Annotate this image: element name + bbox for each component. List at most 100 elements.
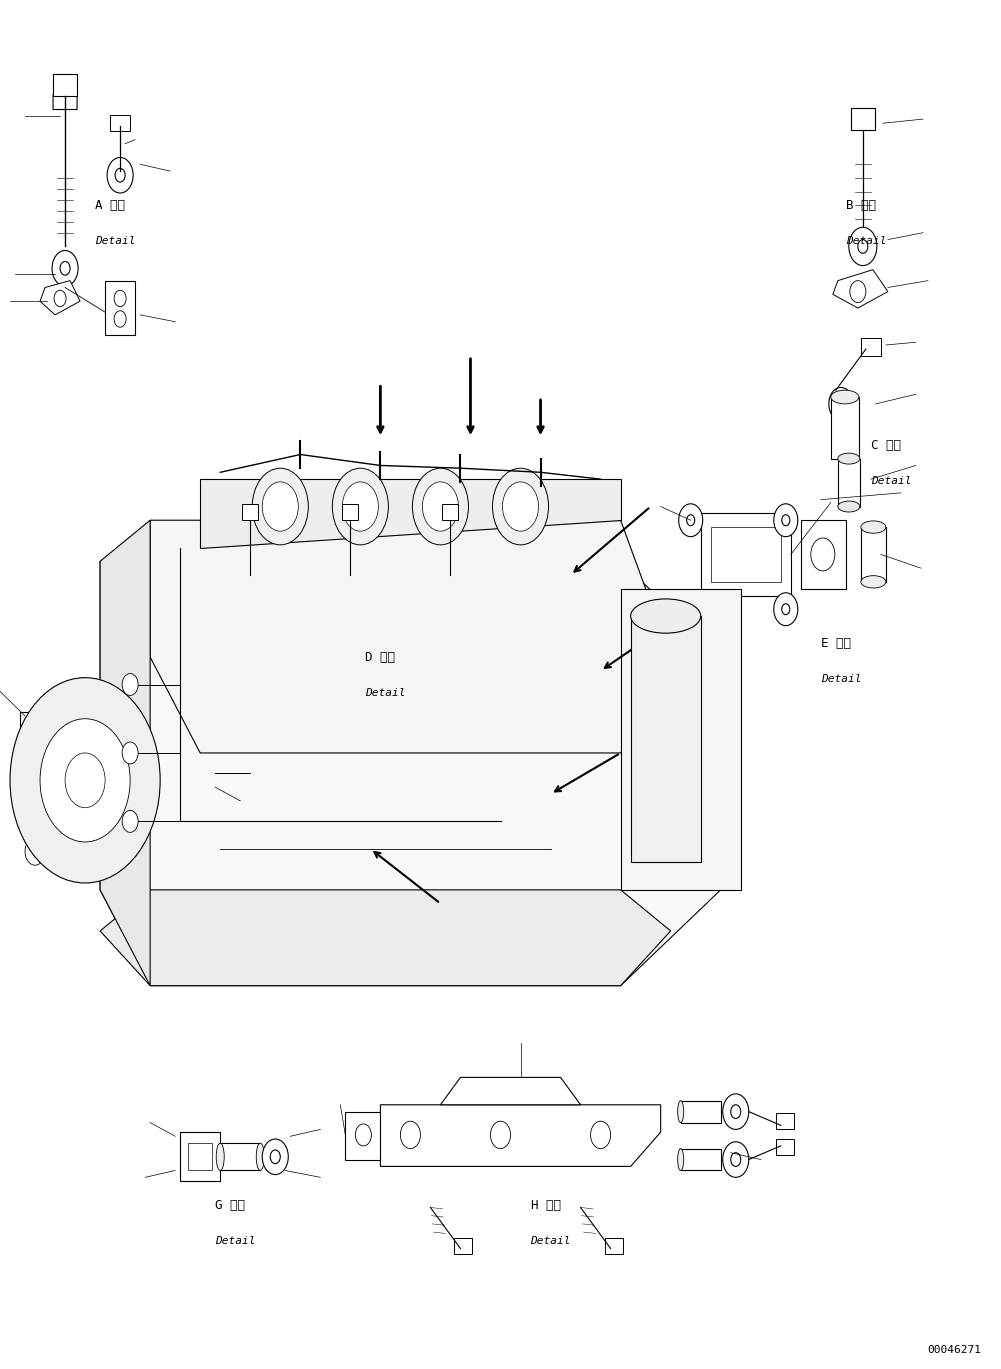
Circle shape <box>194 720 206 737</box>
Polygon shape <box>200 479 621 548</box>
Bar <box>20 712 240 746</box>
Ellipse shape <box>678 1149 684 1170</box>
Circle shape <box>84 789 106 819</box>
Circle shape <box>25 838 45 865</box>
Circle shape <box>850 281 866 303</box>
Circle shape <box>122 810 138 832</box>
Bar <box>105 281 135 335</box>
Bar <box>861 527 886 582</box>
Polygon shape <box>53 75 77 110</box>
Circle shape <box>687 515 695 526</box>
Bar <box>776 1139 794 1155</box>
Circle shape <box>782 604 790 615</box>
Polygon shape <box>701 513 791 596</box>
Circle shape <box>65 753 105 808</box>
Circle shape <box>85 838 105 865</box>
Text: Detail: Detail <box>821 675 861 684</box>
Polygon shape <box>100 890 671 986</box>
Bar <box>711 527 781 582</box>
Bar <box>631 616 701 862</box>
Bar <box>335 616 363 671</box>
Bar <box>454 1238 472 1254</box>
Circle shape <box>774 593 798 626</box>
Bar <box>188 1143 212 1170</box>
Bar <box>110 115 130 131</box>
Ellipse shape <box>216 1143 224 1170</box>
Circle shape <box>591 1121 611 1149</box>
Ellipse shape <box>335 664 363 678</box>
Circle shape <box>811 538 835 571</box>
Circle shape <box>332 468 388 545</box>
Bar <box>342 504 358 520</box>
Text: F 詳細: F 詳細 <box>90 782 120 794</box>
Polygon shape <box>440 1077 581 1105</box>
Text: E 詳細: E 詳細 <box>821 638 851 650</box>
Circle shape <box>107 157 133 193</box>
Text: H 詳細: H 詳細 <box>531 1199 561 1212</box>
Circle shape <box>342 590 358 612</box>
Circle shape <box>114 290 126 307</box>
Circle shape <box>40 719 130 842</box>
Bar <box>442 504 458 520</box>
Bar <box>55 752 70 765</box>
Circle shape <box>829 387 853 420</box>
Polygon shape <box>100 561 721 986</box>
Circle shape <box>60 261 70 275</box>
Circle shape <box>91 798 99 809</box>
Circle shape <box>687 604 695 615</box>
Text: B 詳細: B 詳細 <box>846 200 876 212</box>
Circle shape <box>849 227 877 266</box>
Bar <box>298 482 316 498</box>
Circle shape <box>185 753 215 794</box>
Ellipse shape <box>335 609 363 623</box>
Circle shape <box>723 1094 749 1129</box>
Polygon shape <box>100 520 150 986</box>
Bar <box>115 752 130 765</box>
Circle shape <box>782 515 790 526</box>
Polygon shape <box>345 1112 380 1160</box>
Bar <box>230 712 245 757</box>
Bar <box>851 108 875 130</box>
Bar <box>605 1238 623 1254</box>
Text: Detail: Detail <box>215 1236 255 1246</box>
Ellipse shape <box>256 1143 264 1170</box>
Circle shape <box>342 482 378 531</box>
Text: D 詳細: D 詳細 <box>365 652 395 664</box>
Bar <box>831 397 859 459</box>
Circle shape <box>115 168 125 182</box>
Polygon shape <box>40 281 80 315</box>
Polygon shape <box>150 520 671 753</box>
Ellipse shape <box>831 390 859 404</box>
Circle shape <box>54 290 66 307</box>
Text: 00046271: 00046271 <box>927 1346 981 1355</box>
Bar <box>776 1113 794 1129</box>
Circle shape <box>355 1124 371 1146</box>
Circle shape <box>422 482 458 531</box>
Bar <box>681 1101 721 1123</box>
Circle shape <box>252 468 308 545</box>
Polygon shape <box>833 270 888 308</box>
Bar <box>220 1143 260 1170</box>
Circle shape <box>679 504 703 537</box>
Circle shape <box>490 1121 511 1149</box>
Ellipse shape <box>838 453 860 464</box>
Circle shape <box>400 1121 420 1149</box>
Circle shape <box>245 760 265 787</box>
Circle shape <box>270 1150 280 1164</box>
Circle shape <box>74 720 86 737</box>
Text: Detail: Detail <box>95 237 135 246</box>
Circle shape <box>679 593 703 626</box>
Circle shape <box>10 678 160 883</box>
Ellipse shape <box>861 522 886 533</box>
Bar <box>53 74 77 96</box>
Bar <box>838 459 860 507</box>
Bar <box>180 1132 220 1181</box>
Circle shape <box>134 720 146 737</box>
Circle shape <box>723 1142 749 1177</box>
Ellipse shape <box>631 600 701 632</box>
Text: Detail: Detail <box>531 1236 571 1246</box>
Text: Detail: Detail <box>846 237 886 246</box>
Bar <box>681 1149 721 1170</box>
Circle shape <box>262 482 298 531</box>
Ellipse shape <box>838 501 860 512</box>
